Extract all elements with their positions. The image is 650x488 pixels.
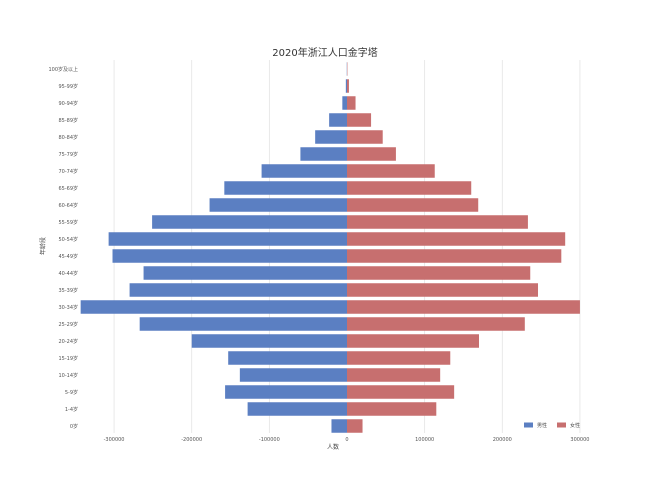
x-tick-labels: -300000 -200000 -100000 0 100000 200000 300000: [104, 437, 590, 443]
bar-female-20: [347, 79, 349, 93]
y-tick-label-19: 90-94岁: [58, 100, 78, 107]
x-tick-label-1: -200000: [181, 437, 202, 443]
bar-female-17: [347, 130, 383, 144]
bar-male-12: [152, 215, 347, 229]
bar-male-19: [342, 96, 347, 110]
bar-male-0: [331, 419, 347, 433]
y-tick-label-7: 30-34岁: [58, 304, 78, 311]
bar-male-13: [209, 198, 347, 212]
grid-lines: [113, 60, 581, 433]
bar-male-10: [112, 249, 347, 263]
y-tick-label-18: 85-89岁: [58, 117, 78, 124]
x-tick-label-3: 0: [345, 437, 348, 443]
y-tick-label-16: 75-79岁: [58, 151, 78, 158]
bar-male-11: [108, 232, 347, 246]
bar-female-7: [347, 300, 580, 314]
y-tick-label-1: 1-4岁: [65, 406, 78, 413]
bar-female-1: [347, 402, 437, 416]
bar-female-14: [347, 181, 472, 195]
bar-male-6: [139, 317, 347, 331]
y-tick-label-4: 15-19岁: [58, 355, 78, 362]
bar-female-19: [347, 96, 356, 110]
y-tick-label-11: 50-54岁: [58, 236, 78, 243]
y-tick-label-9: 40-44岁: [58, 270, 78, 277]
bar-female-6: [347, 317, 525, 331]
bar-female-0: [347, 419, 363, 433]
bar-female-15: [347, 164, 435, 178]
bar-female-9: [347, 266, 531, 280]
y-axis-label: 年龄段: [39, 237, 47, 255]
y-tick-label-21: 100岁及以上: [48, 66, 78, 73]
y-tick-label-20: 95-99岁: [58, 83, 78, 90]
bar-female-4: [347, 351, 451, 365]
bars: [80, 62, 580, 433]
bar-female-12: [347, 215, 528, 229]
bar-male-9: [143, 266, 347, 280]
bar-female-2: [347, 385, 455, 399]
y-tick-label-8: 35-39岁: [58, 287, 78, 294]
bar-male-16: [300, 147, 347, 161]
legend-label-1: 女性: [570, 422, 580, 429]
bar-female-16: [347, 147, 396, 161]
y-tick-label-6: 25-29岁: [58, 321, 78, 328]
y-tick-label-15: 70-74岁: [58, 168, 78, 175]
legend: 男性 女性: [524, 422, 580, 429]
x-axis-label: 人数: [327, 443, 339, 451]
y-tick-label-12: 55-59岁: [58, 219, 78, 226]
bar-male-1: [247, 402, 347, 416]
legend-swatch-1: [557, 422, 566, 428]
y-tick-label-3: 10-14岁: [58, 372, 78, 379]
y-tick-labels: 0岁 1-4岁 5-9岁 10-14岁 15-19岁 20-24岁 25-29岁 30-34岁…: [48, 66, 78, 430]
bar-male-17: [315, 130, 347, 144]
bar-female-10: [347, 249, 562, 263]
y-tick-label-14: 65-69岁: [58, 185, 78, 192]
x-tick-label-5: 200000: [493, 437, 512, 443]
bar-female-8: [347, 283, 539, 297]
bar-female-13: [347, 198, 479, 212]
bar-male-7: [80, 300, 347, 314]
x-tick-label-0: -300000: [104, 437, 125, 443]
y-tick-label-17: 80-84岁: [58, 134, 78, 141]
bar-male-20: [345, 79, 347, 93]
bar-male-18: [329, 113, 347, 127]
x-tick-label-6: 300000: [570, 437, 589, 443]
bar-male-2: [225, 385, 347, 399]
legend-swatch-0: [524, 422, 533, 428]
y-tick-label-0: 0岁: [70, 423, 78, 430]
bar-female-11: [347, 232, 566, 246]
bar-female-5: [347, 334, 479, 348]
chart-title: 2020年浙江人口金字塔: [272, 46, 377, 59]
legend-label-0: 男性: [537, 422, 547, 429]
y-tick-label-5: 20-24岁: [58, 338, 78, 345]
bar-female-18: [347, 113, 372, 127]
bar-female-3: [347, 368, 441, 382]
bar-male-4: [228, 351, 347, 365]
x-tick-label-4: 100000: [415, 437, 434, 443]
bar-male-5: [191, 334, 347, 348]
bar-male-14: [224, 181, 347, 195]
bar-male-15: [261, 164, 347, 178]
y-tick-label-10: 45-49岁: [58, 253, 78, 260]
x-tick-label-2: -100000: [259, 437, 280, 443]
bar-male-3: [239, 368, 347, 382]
bar-male-8: [129, 283, 347, 297]
y-tick-label-2: 5-9岁: [65, 389, 78, 396]
y-tick-label-13: 60-64岁: [58, 202, 78, 209]
